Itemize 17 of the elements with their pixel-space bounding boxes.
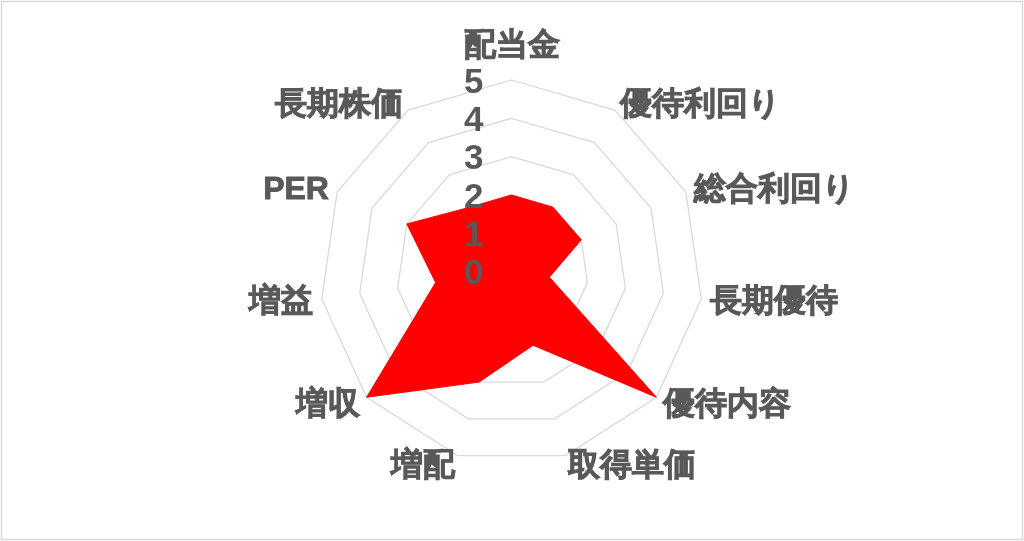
spoke-label: 配当金 [463,26,560,62]
spoke-label: PER [263,170,329,207]
y-tick-label: 4 [464,98,485,138]
y-tick-label: 0 [464,252,484,292]
spoke-label: 優待利回り [619,84,782,121]
y-tick-label: 1 [464,213,484,253]
y-tick-label: 2 [464,175,484,215]
spoke-label: 長期優待 [709,282,839,319]
spoke-label: 総合利回り [693,170,856,207]
spoke-label: 取得単価 [567,446,697,483]
spoke-label: 増収 [294,385,361,422]
y-tick-label: 5 [464,60,484,100]
spoke-label: 優待内容 [662,385,792,422]
y-tick-label: 3 [464,137,484,177]
spoke-label: 増配 [389,446,456,483]
spoke-label: 長期株価 [273,84,403,121]
spoke-label: 増益 [247,282,313,319]
